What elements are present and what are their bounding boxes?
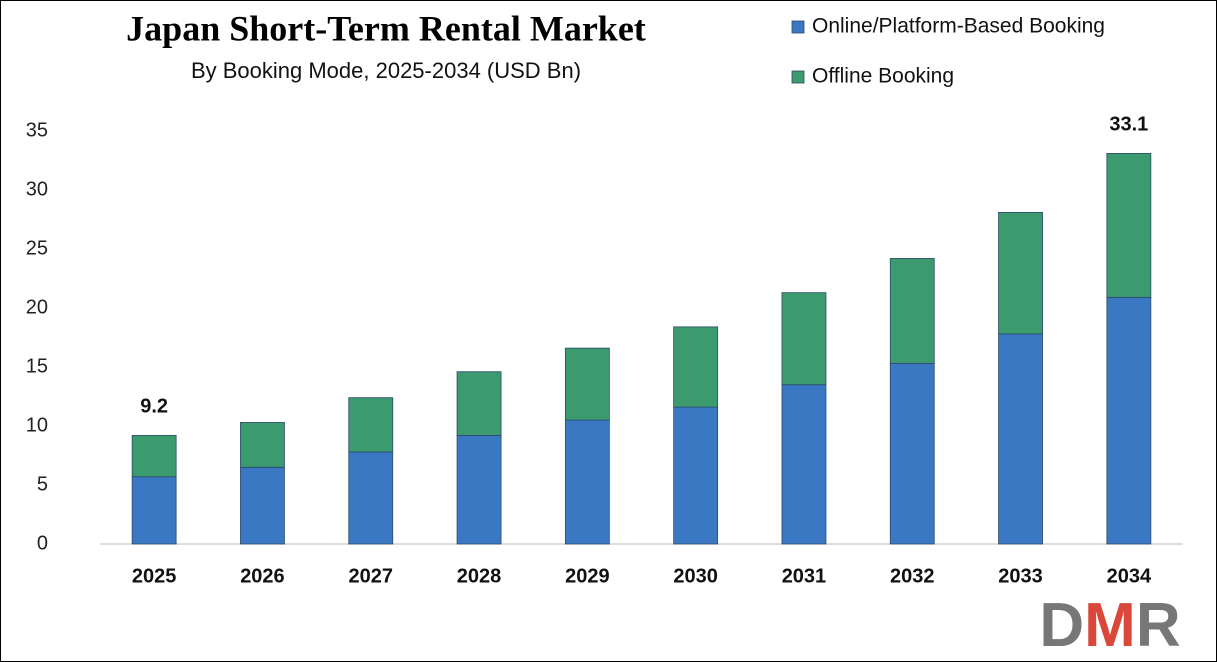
logo-letter: M bbox=[1084, 591, 1136, 660]
y-tick-label: 35 bbox=[26, 119, 48, 141]
bar-segment bbox=[348, 397, 394, 453]
bar-segment bbox=[456, 371, 502, 436]
bar-segment bbox=[673, 406, 719, 545]
logo-letter: R bbox=[1136, 591, 1181, 660]
y-tick-label: 20 bbox=[26, 296, 48, 318]
x-tick-label: 2026 bbox=[240, 565, 285, 587]
y-tick-label: 25 bbox=[26, 237, 48, 259]
bar-segment bbox=[348, 451, 394, 545]
legend-swatch bbox=[791, 20, 805, 34]
x-tick-label: 2027 bbox=[349, 565, 394, 587]
y-tick-label: 30 bbox=[26, 178, 48, 200]
x-tick-label: 2031 bbox=[782, 565, 827, 587]
x-tick-label: 2028 bbox=[457, 565, 502, 587]
total-label: 33.1 bbox=[1109, 114, 1148, 136]
x-tick-label: 2032 bbox=[890, 565, 935, 587]
chart-title: Japan Short-Term Rental Market bbox=[126, 8, 646, 48]
bar-segment bbox=[564, 347, 610, 421]
legend-label: Offline Booking bbox=[812, 65, 954, 88]
legend-label: Online/Platform-Based Booking bbox=[812, 15, 1105, 38]
y-tick-label: 0 bbox=[37, 532, 48, 554]
x-tick-label: 2033 bbox=[998, 565, 1043, 587]
x-tick-label: 2030 bbox=[673, 565, 718, 587]
bar-segment bbox=[131, 435, 177, 478]
bar-segment bbox=[131, 476, 177, 545]
bar-segment bbox=[889, 363, 935, 545]
logo-letter: D bbox=[1039, 591, 1084, 660]
total-label: 9.2 bbox=[140, 396, 168, 418]
chart-subtitle: By Booking Mode, 2025-2034 (USD Bn) bbox=[191, 58, 581, 83]
bar-segment bbox=[998, 212, 1043, 335]
bar-segment bbox=[240, 422, 285, 468]
bar-segment bbox=[781, 384, 827, 545]
y-tick-label: 10 bbox=[26, 414, 48, 436]
bar-segment bbox=[889, 258, 935, 364]
bar-segment bbox=[1106, 296, 1152, 545]
x-tick-label: 2029 bbox=[565, 565, 610, 587]
y-tick-label: 15 bbox=[26, 355, 48, 377]
y-tick-label: 5 bbox=[37, 473, 48, 495]
bar-segment bbox=[673, 326, 719, 408]
x-tick-label: 2025 bbox=[132, 565, 177, 587]
bar-segment bbox=[1106, 153, 1152, 298]
bar-segment bbox=[240, 466, 285, 545]
legend-swatch bbox=[791, 70, 805, 84]
bar-segment bbox=[781, 292, 827, 386]
logo: DMR bbox=[1039, 591, 1180, 660]
x-tick-label: 2034 bbox=[1107, 565, 1152, 587]
bar-segment bbox=[564, 419, 610, 545]
bar-segment bbox=[456, 435, 502, 545]
bar-segment bbox=[998, 333, 1043, 545]
